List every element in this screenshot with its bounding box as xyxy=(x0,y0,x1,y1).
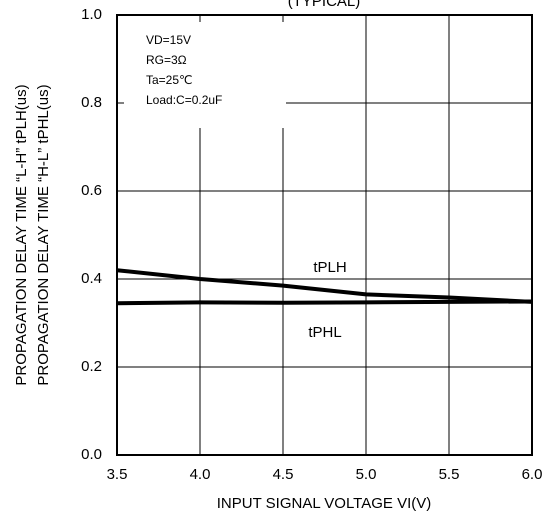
x-tick-label: 4.5 xyxy=(273,466,294,483)
series-label: tPHL xyxy=(308,324,341,341)
series-label: tPLH xyxy=(313,259,346,276)
conditions-box xyxy=(124,22,286,128)
y-tick-label: 0.0 xyxy=(81,446,102,463)
y-tick-label: 1.0 xyxy=(81,6,102,23)
plot-frame xyxy=(116,14,533,456)
y-tick-label: 0.6 xyxy=(81,182,102,199)
x-tick-label: 5.0 xyxy=(356,466,377,483)
x-axis-label: INPUT SIGNAL VOLTAGE VI(V) xyxy=(217,495,432,512)
x-tick-label: 6.0 xyxy=(522,466,543,483)
x-tick-label: 5.5 xyxy=(439,466,460,483)
line-series xyxy=(116,268,533,304)
condition-text: Ta=25℃ xyxy=(146,73,193,87)
x-tick-label: 4.0 xyxy=(190,466,211,483)
line-series xyxy=(116,299,533,306)
condition-text: VD=15V xyxy=(146,33,191,47)
condition-text: RG=3Ω xyxy=(146,53,187,67)
y-tick-label: 0.2 xyxy=(81,358,102,375)
chart-title: (TYPICAL) xyxy=(288,0,361,10)
y-axis-label: PROPAGATION DELAY TIME “L-H” tPLH(us) xyxy=(13,84,30,385)
condition-text: Load:C=0.2uF xyxy=(146,93,222,107)
x-tick-label: 3.5 xyxy=(107,466,128,483)
y-tick-label: 0.8 xyxy=(81,94,102,111)
y-axis-label: PROPAGATION DELAY TIME “H-L” tPHL(us) xyxy=(35,84,52,385)
y-tick-label: 0.4 xyxy=(81,270,102,287)
